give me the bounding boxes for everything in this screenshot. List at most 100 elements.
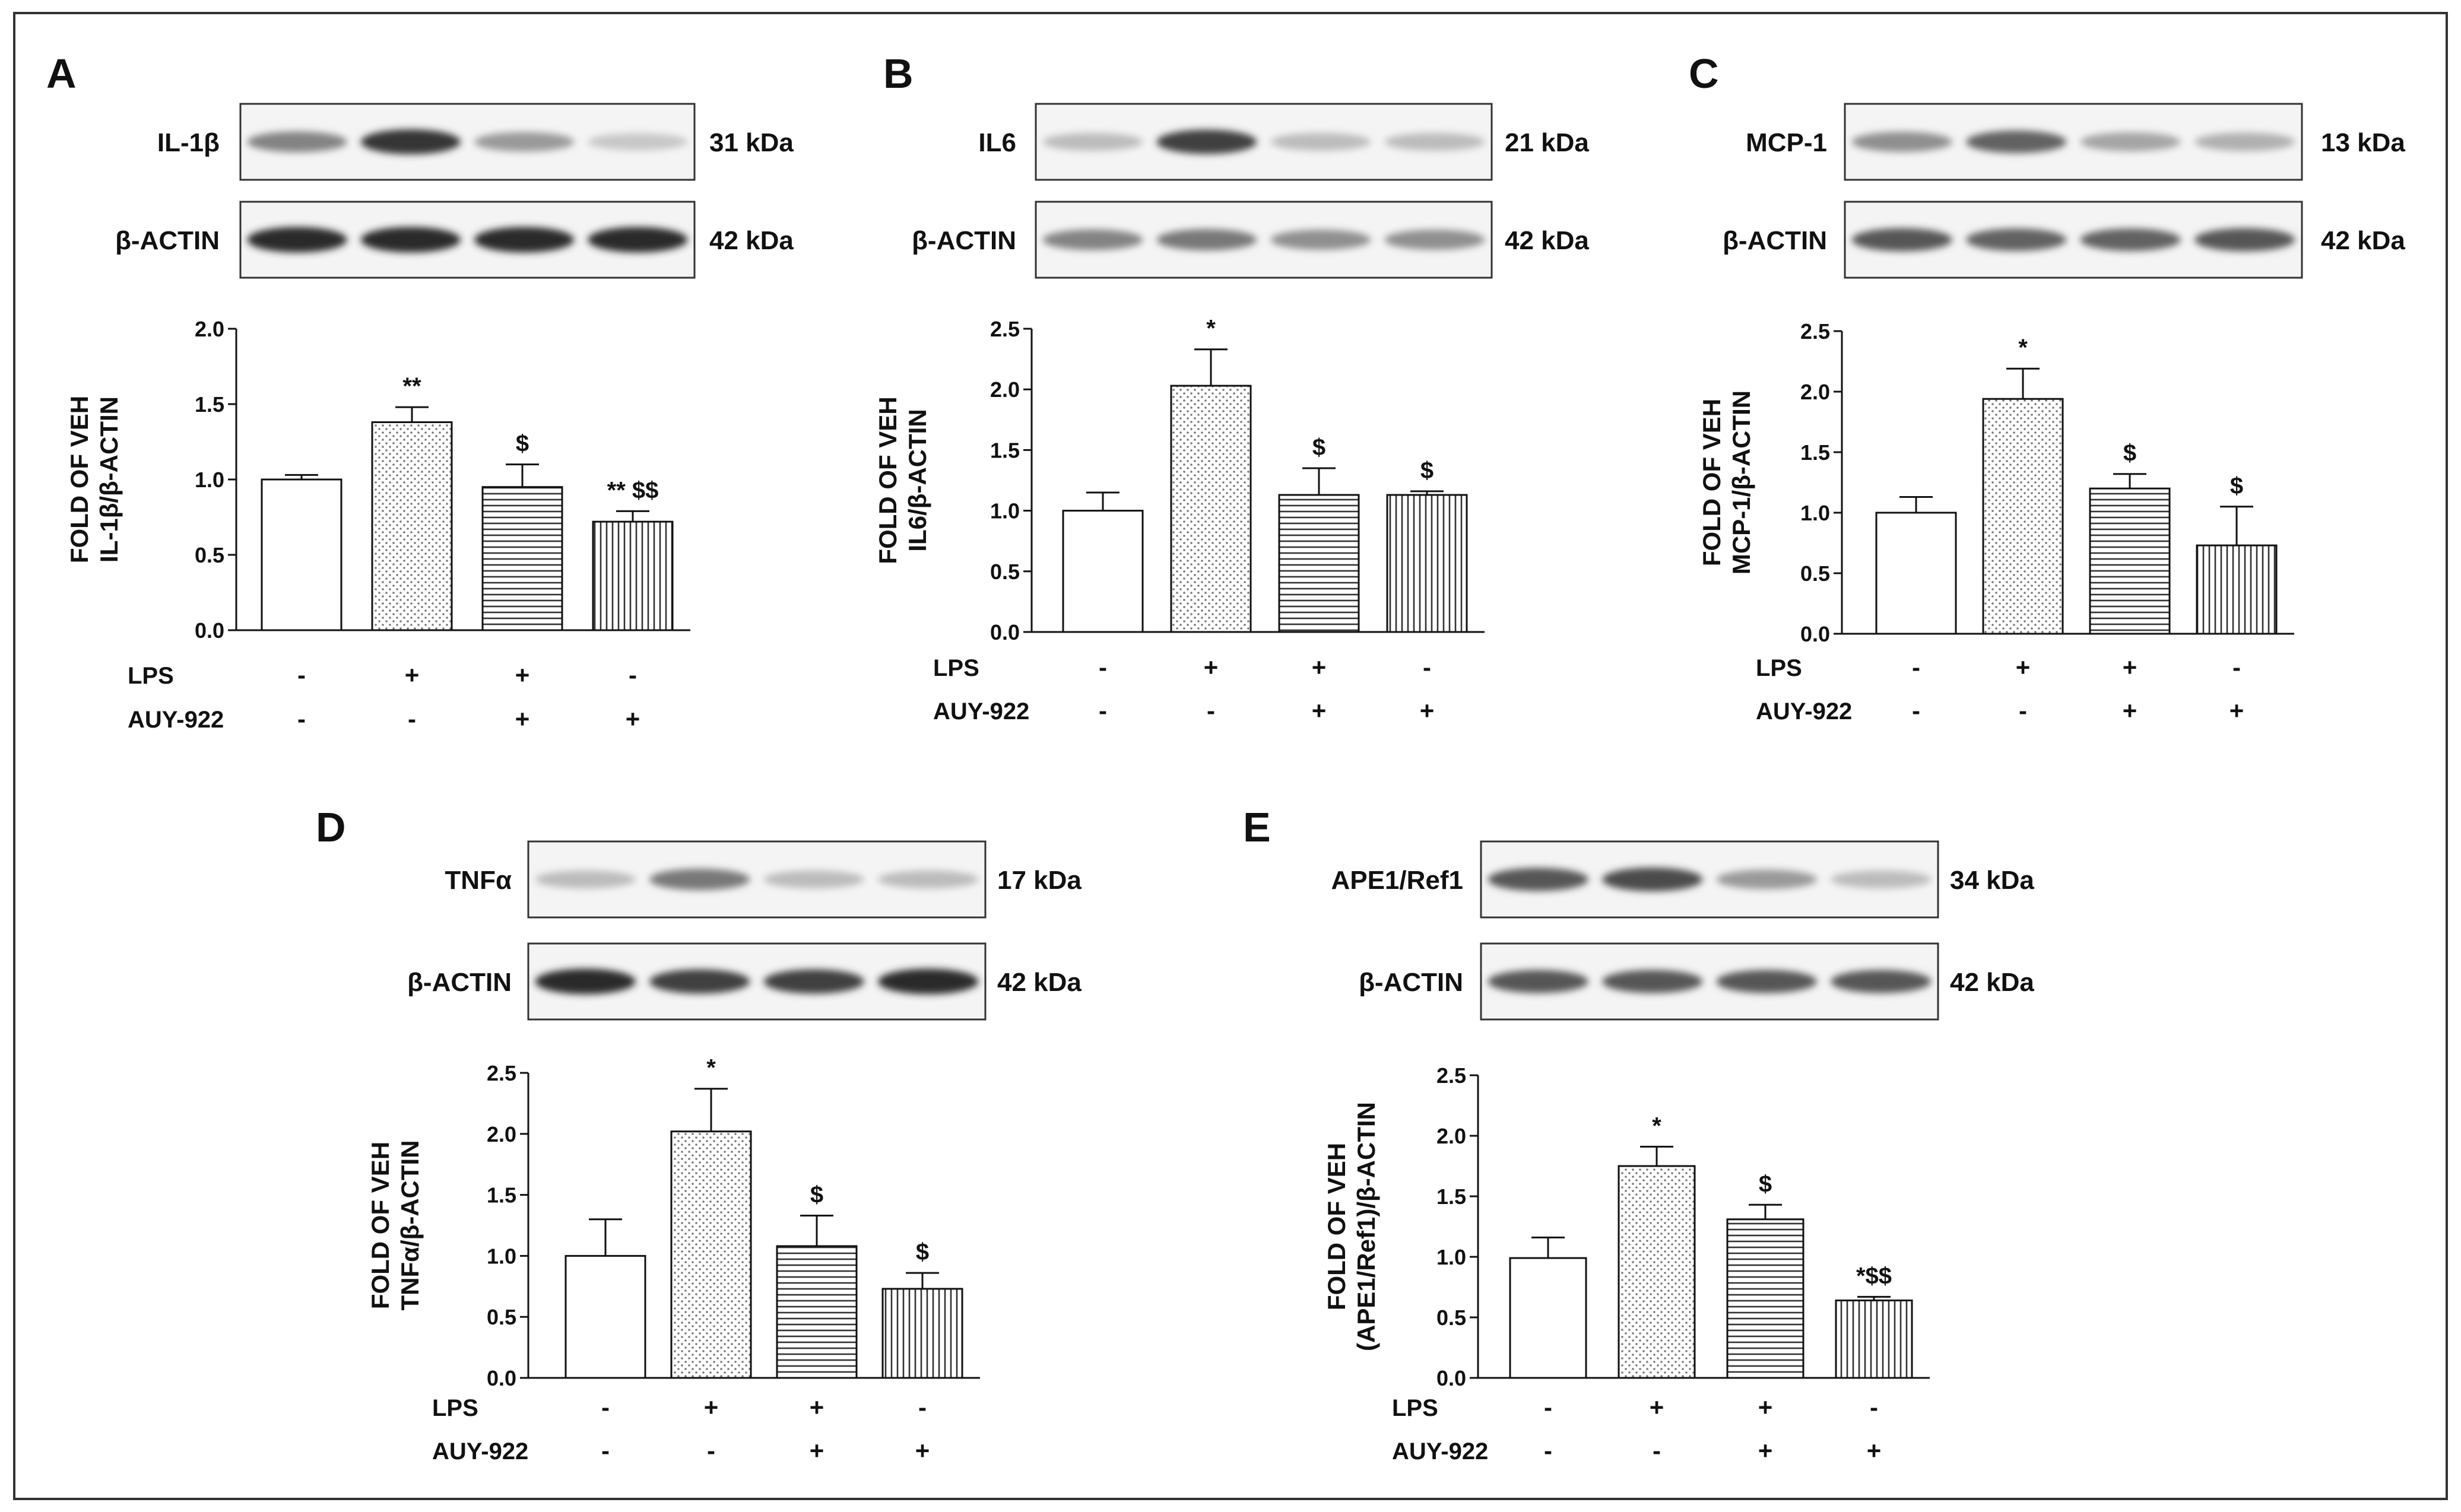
y-tick-label: 0.0	[195, 618, 224, 643]
target-band	[588, 133, 688, 151]
loading-band	[1156, 229, 1257, 250]
significance-label: *	[1652, 1113, 1661, 1139]
target-band	[1488, 868, 1588, 891]
loading-kda-label: 42 kDa	[1505, 226, 1589, 255]
bar	[1618, 1165, 1696, 1379]
target-band	[1966, 131, 2067, 153]
auy922-sign: +	[515, 705, 530, 733]
lps-sign: +	[1758, 1393, 1773, 1421]
panel-letter: D	[316, 804, 346, 850]
y-tick-label: 2.0	[990, 377, 1020, 402]
significance-label: ** $$	[607, 477, 659, 503]
target-band	[1270, 133, 1371, 151]
bar	[881, 1288, 963, 1379]
panel-d: D TNFα 17 kDa β-ACTIN 42 kDa 0.0 0.5 1.0 1.5 2.0 2…	[316, 804, 1082, 1465]
loading-blot-label: β-ACTIN	[1723, 226, 1827, 255]
loading-kda-label: 42 kDa	[709, 226, 794, 255]
lps-sign: +	[1650, 1393, 1664, 1421]
target-kda-label: 21 kDa	[1505, 128, 1589, 157]
lps-sign: -	[1870, 1393, 1878, 1421]
target-kda-label: 13 kDa	[2321, 128, 2405, 157]
target-band	[1042, 133, 1143, 151]
auy922-row-label: AUY-922	[1392, 1438, 1488, 1465]
loading-band	[1270, 230, 1371, 250]
auy922-sign: +	[915, 1437, 930, 1465]
target-band	[474, 132, 575, 152]
bar	[1386, 494, 1468, 633]
target-band	[1384, 133, 1485, 151]
bar	[2089, 487, 2171, 635]
auy922-sign: -	[1099, 697, 1107, 725]
loading-kda-label: 42 kDa	[2321, 226, 2405, 255]
bar	[1726, 1218, 1804, 1379]
auy922-sign: +	[810, 1437, 824, 1465]
loading-band	[1602, 970, 1703, 993]
target-blot-label: TNFα	[445, 866, 512, 895]
y-tick-label: 0.0	[1436, 1366, 1466, 1390]
loading-kda-label: 42 kDa	[1950, 968, 2034, 997]
panel-letter: E	[1243, 804, 1271, 850]
y-tick-label: 1.5	[990, 438, 1020, 462]
significance-label: $	[1312, 434, 1325, 460]
significance-label: **	[402, 373, 421, 399]
lps-row-label: LPS	[1756, 655, 1802, 681]
bar	[1835, 1299, 1913, 1379]
target-kda-label: 31 kDa	[709, 128, 794, 157]
loading-band	[360, 227, 461, 253]
target-band	[2080, 132, 2181, 151]
auy922-row-label: AUY-922	[432, 1438, 528, 1465]
panel-e: E APE1/Ref1 34 kDa β-ACTIN 42 kDa 0.0 0.5 1.0 1.…	[1243, 804, 2034, 1465]
auy922-sign: -	[297, 705, 306, 733]
y-tick-label: 1.5	[1800, 440, 1830, 465]
y-axis-label-line1: FOLD OF VEH	[65, 396, 93, 563]
loading-blot-label: β-ACTIN	[1359, 968, 1463, 997]
lps-sign: +	[1204, 653, 1219, 681]
lps-sign: +	[515, 661, 530, 689]
loading-band	[1966, 228, 2067, 251]
significance-label: $	[2230, 473, 2243, 499]
panel-a: A IL-1β 31 kDa β-ACTIN 42 kDa 0.0 0.5 1.0 1.5 2.0…	[46, 50, 794, 733]
lps-sign: -	[629, 661, 637, 689]
loading-band	[535, 968, 636, 995]
lps-sign: -	[601, 1393, 610, 1421]
bar	[371, 421, 453, 631]
auy922-sign: +	[2230, 697, 2244, 725]
auy922-sign: +	[1867, 1437, 1882, 1465]
bar	[261, 478, 342, 631]
y-tick-label: 0.5	[990, 560, 1020, 584]
y-tick-label: 2.5	[487, 1061, 516, 1085]
target-blot-label: MCP-1	[1746, 128, 1827, 157]
bar	[1278, 494, 1360, 633]
bar	[592, 520, 674, 631]
target-blot-label: APE1/Ref1	[1331, 866, 1463, 895]
y-axis-label-line1: FOLD OF VEH	[874, 396, 902, 564]
y-tick-label: 2.0	[1436, 1124, 1466, 1148]
y-axis-label-line2: TNFα/β-ACTIN	[396, 1140, 424, 1310]
auy922-sign: -	[2019, 697, 2027, 725]
loading-band	[649, 969, 750, 994]
loading-band	[2194, 228, 2295, 252]
y-tick-label: 2.0	[1800, 380, 1830, 404]
panel-letter: A	[46, 50, 77, 97]
loading-band	[1716, 970, 1817, 993]
loading-band	[1042, 229, 1143, 250]
target-band	[1156, 129, 1257, 154]
auy922-sign: -	[1653, 1437, 1661, 1465]
significance-label: *	[706, 1055, 716, 1081]
auy922-sign: -	[1912, 697, 1920, 725]
lps-sign: +	[405, 661, 420, 689]
y-axis-label-line2: IL6/β-ACTIN	[903, 409, 931, 551]
bar	[1875, 512, 1957, 635]
lps-sign: -	[1544, 1393, 1552, 1421]
target-blot-label: IL6	[978, 128, 1016, 157]
y-tick-label: 2.5	[990, 317, 1020, 341]
target-band	[247, 131, 347, 153]
auy922-sign: +	[1420, 697, 1435, 725]
y-axis-label-line2: (APE1/Ref1)/β-ACTIN	[1352, 1102, 1380, 1351]
significance-label: $	[916, 1239, 929, 1265]
significance-label: *$$	[1856, 1263, 1892, 1289]
y-axis-label-line1: FOLD OF VEH	[1698, 399, 1726, 566]
y-tick-label: 1.0	[487, 1244, 516, 1268]
target-blot-label: IL-1β	[157, 128, 220, 157]
